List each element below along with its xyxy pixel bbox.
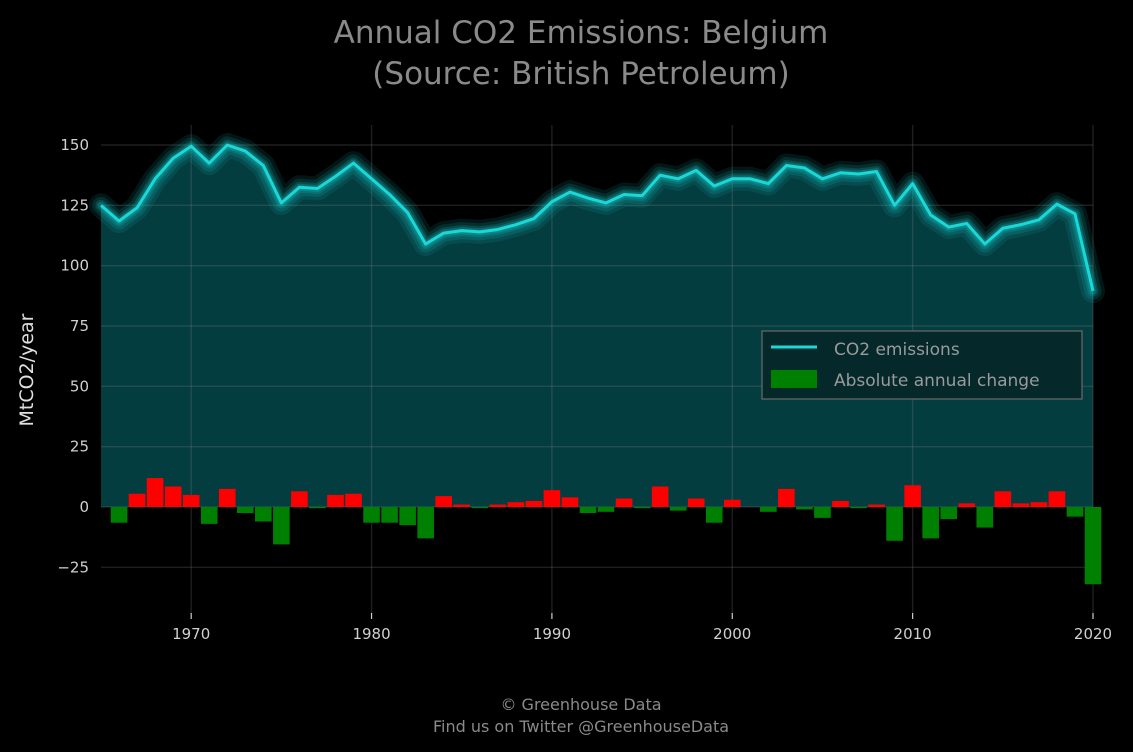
change-bar-1975 (273, 507, 290, 545)
change-bar-1984 (435, 496, 452, 507)
chart-subtitle: (Source: British Petroleum) (372, 56, 789, 92)
change-bar-1990 (543, 490, 561, 507)
footer-copyright: © Greenhouse Data (500, 695, 661, 714)
change-bar-1973 (236, 507, 254, 514)
change-bar-2012 (940, 507, 958, 520)
legend-label-emissions: CO2 emissions (834, 340, 960, 360)
change-bar-2000 (723, 499, 741, 507)
y-axis-label: MtCO2/year (16, 313, 38, 426)
change-bar-1966 (110, 507, 128, 523)
change-bar-1994 (615, 498, 633, 507)
change-bar-1982 (399, 507, 416, 526)
change-bar-2005 (814, 507, 831, 518)
change-bar-2003 (778, 488, 795, 507)
change-bar-2020 (1084, 507, 1102, 585)
y-tick-label: 0 (79, 498, 89, 516)
change-bar-1979 (345, 493, 362, 507)
change-bar-1997 (669, 507, 687, 511)
y-tick-label: 75 (70, 317, 89, 335)
y-axis-ticks: −25 0 25 50 75 100 125 150 (57, 136, 89, 576)
change-bar-1995 (633, 507, 651, 509)
change-bar-1976 (291, 491, 308, 507)
x-tick-label: 2010 (894, 625, 932, 643)
change-bar-2006 (832, 500, 849, 507)
change-bar-1972 (218, 488, 236, 507)
change-bar-1988 (507, 502, 525, 507)
change-bar-2018 (1048, 491, 1066, 507)
change-bar-1996 (651, 486, 669, 507)
change-bar-2017 (1030, 502, 1048, 507)
x-tick-label: 2000 (713, 625, 751, 643)
y-tick-label: −25 (57, 558, 89, 576)
change-bar-2007 (850, 507, 867, 509)
change-bar-2014 (976, 507, 994, 528)
x-tick-label: 2020 (1074, 625, 1112, 643)
y-tick-label: 100 (60, 257, 89, 275)
y-tick-label: 50 (70, 377, 89, 395)
x-tick-label: 1980 (352, 625, 390, 643)
change-bar-2015 (994, 491, 1012, 507)
change-bar-2009 (886, 507, 903, 541)
change-bar-1992 (579, 507, 597, 514)
change-bar-2004 (796, 507, 813, 510)
change-bar-1999 (705, 507, 723, 523)
change-bar-1967 (128, 493, 146, 507)
x-tick-label: 1990 (533, 625, 571, 643)
change-bar-1987 (489, 504, 507, 507)
change-bar-1970 (182, 494, 200, 507)
change-bar-1981 (381, 507, 398, 523)
change-bar-2013 (958, 503, 976, 507)
change-bar-1991 (561, 497, 579, 507)
change-bar-2016 (1012, 503, 1030, 507)
change-bar-2019 (1066, 507, 1084, 517)
change-bar-1977 (309, 507, 326, 509)
legend-bar-swatch (771, 370, 817, 388)
x-tick-label: 1970 (172, 625, 210, 643)
change-bar-1980 (363, 507, 380, 523)
legend: CO2 emissions Absolute annual change (761, 330, 1083, 400)
change-bar-2011 (922, 507, 939, 539)
x-axis-ticks: 1970 1980 1990 2000 2010 2020 (172, 613, 1112, 643)
plot-area (89, 125, 1105, 613)
change-bar-1968 (146, 478, 164, 507)
footer-twitter: Find us on Twitter @GreenhouseData (433, 717, 729, 736)
change-bar-2008 (868, 504, 885, 507)
change-bar-1971 (200, 507, 218, 524)
change-bar-1985 (453, 504, 471, 507)
change-bar-1986 (471, 507, 489, 509)
emissions-line (100, 143, 1095, 292)
annual-change-bars (110, 478, 1102, 585)
chart-title: Annual CO2 Emissions: Belgium (334, 15, 829, 51)
change-bar-1978 (327, 494, 344, 507)
change-bar-1974 (255, 507, 272, 522)
emissions-area-fill (101, 145, 1093, 507)
change-bar-1998 (687, 498, 705, 507)
change-bar-2002 (760, 507, 777, 512)
change-bar-1969 (164, 486, 182, 507)
y-tick-label: 125 (60, 196, 89, 214)
y-tick-label: 25 (70, 438, 89, 456)
change-bar-2010 (904, 485, 921, 507)
legend-label-change: Absolute annual change (834, 371, 1040, 391)
change-bar-1983 (417, 507, 434, 539)
change-bar-1993 (597, 507, 615, 512)
y-tick-label: 150 (60, 136, 89, 154)
change-bar-1989 (525, 500, 543, 507)
